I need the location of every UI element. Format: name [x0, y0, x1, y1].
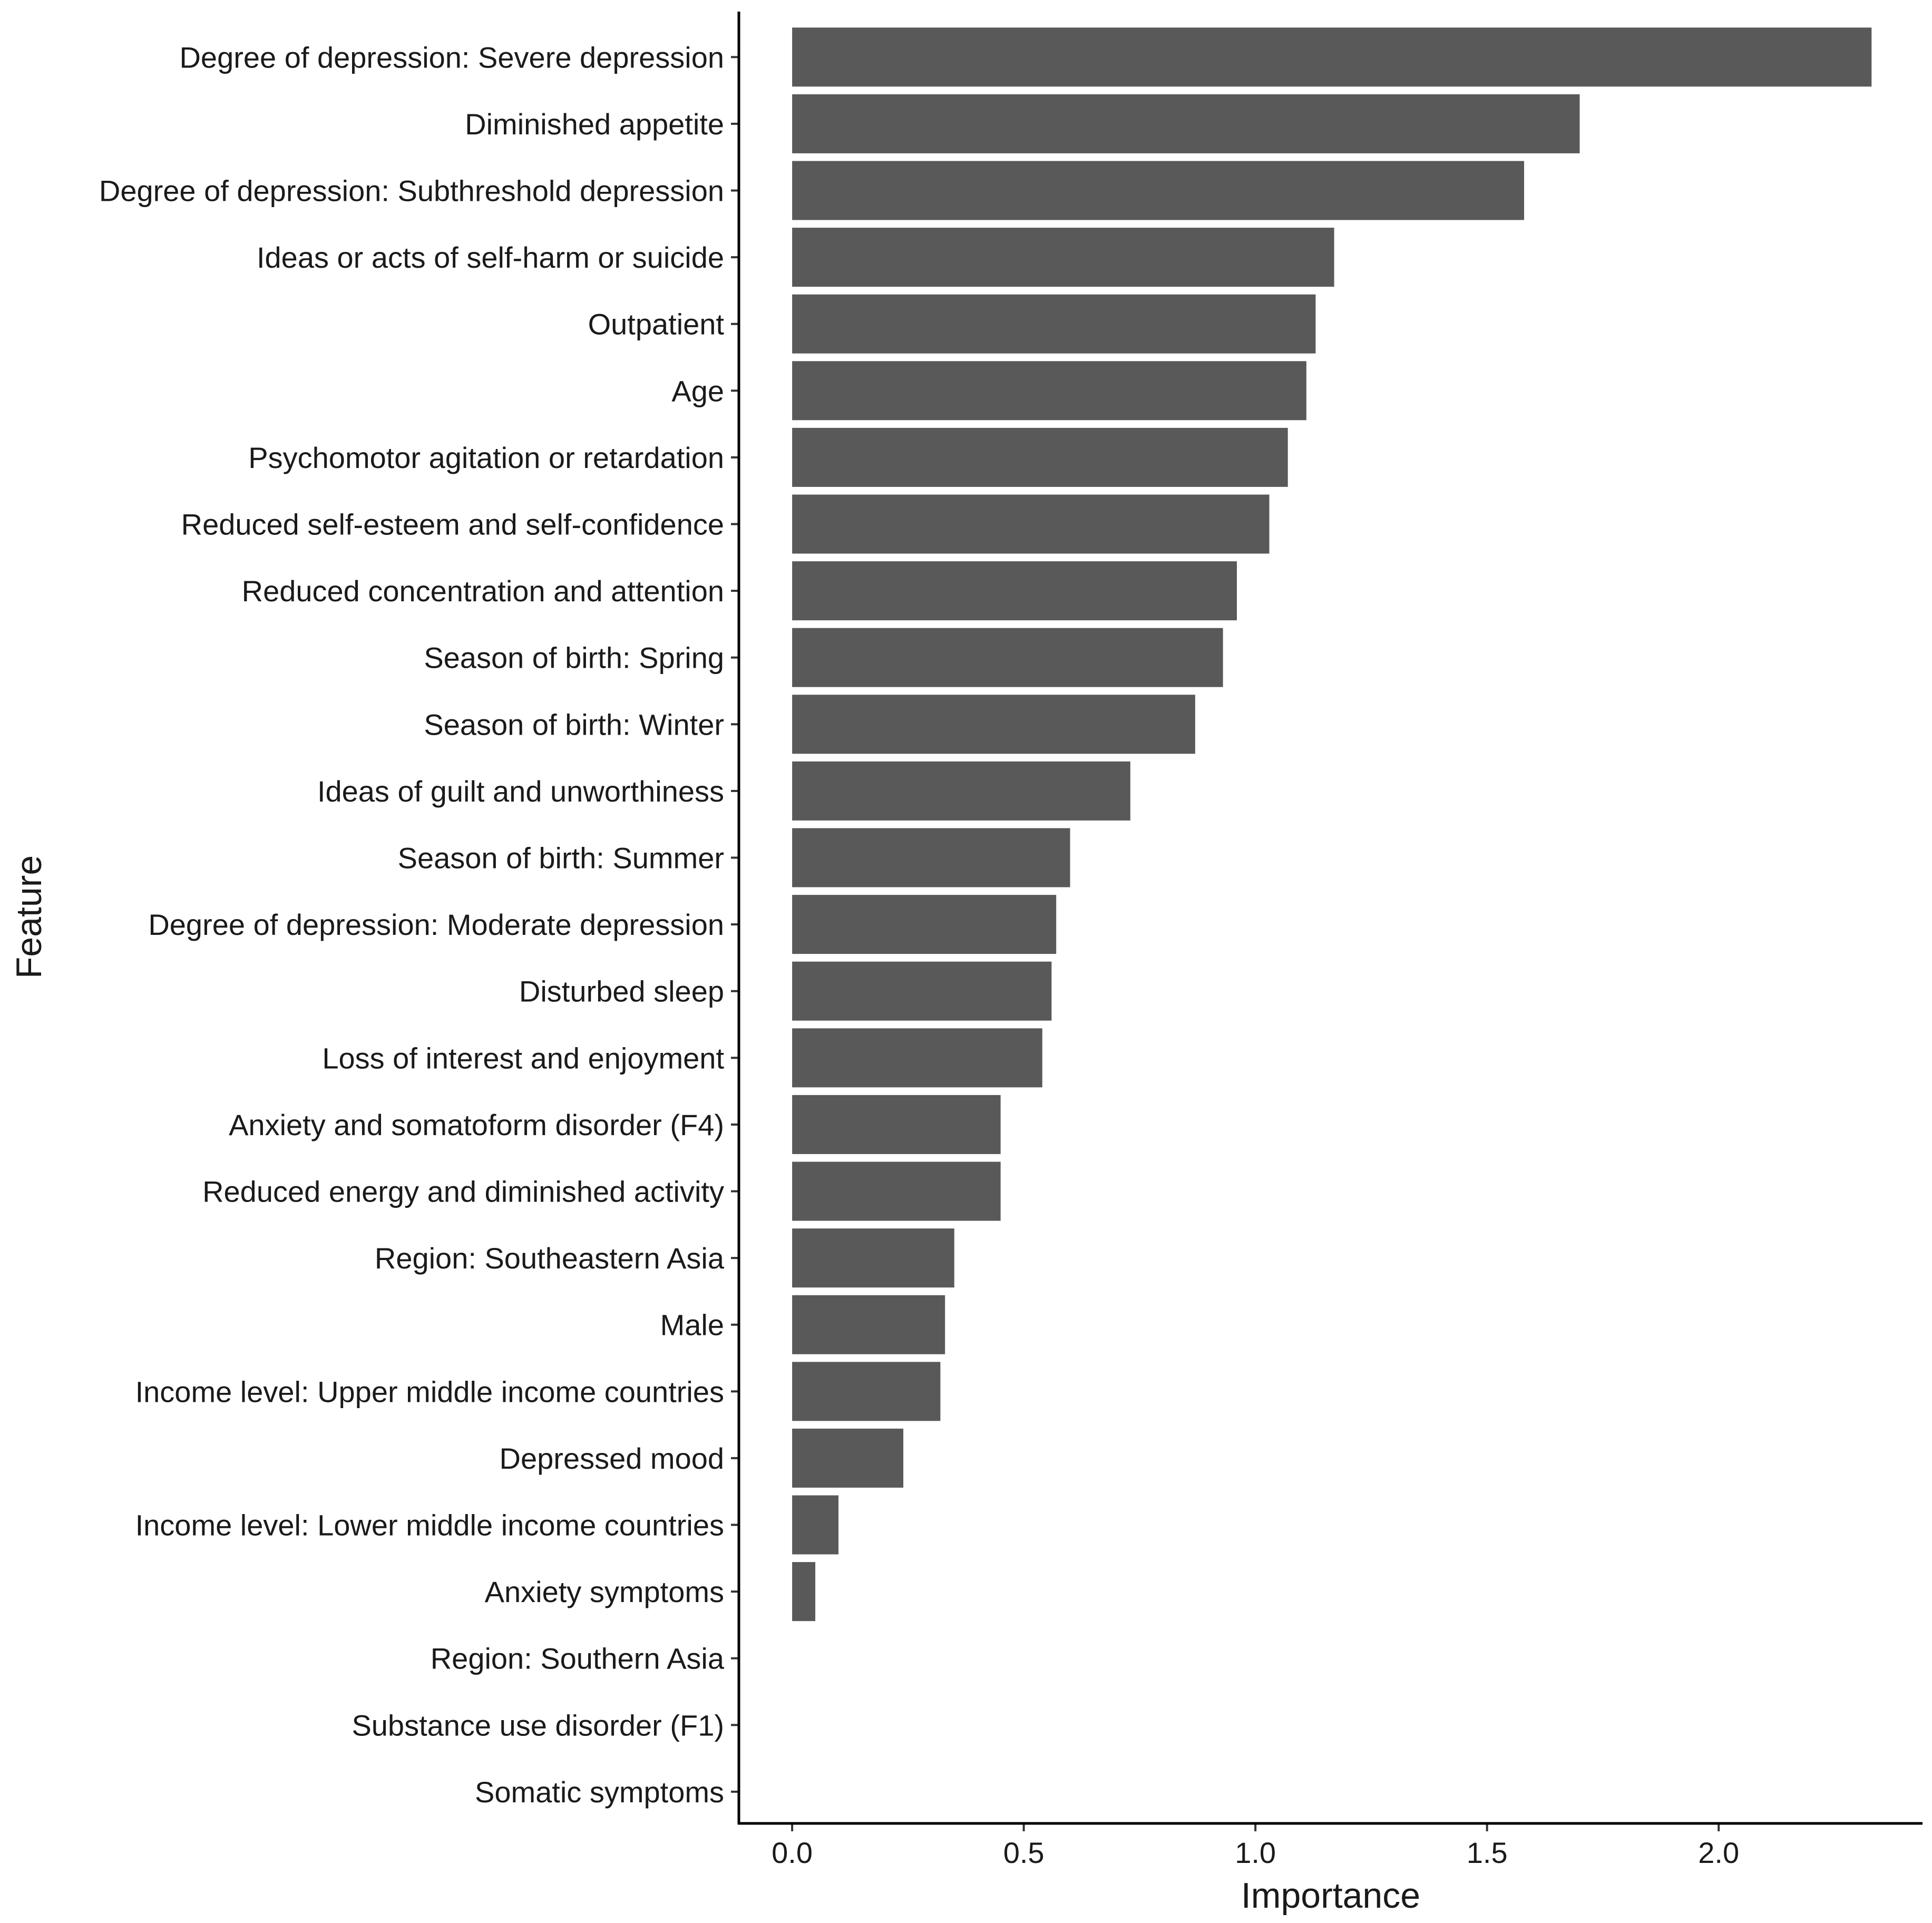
- bar-degree-of-depression-subthreshold-depression: [792, 161, 1525, 220]
- y-tick-label: Season of birth: Spring: [424, 641, 724, 675]
- y-tick-label: Reduced energy and diminished activity: [202, 1175, 724, 1208]
- bar-ideas-of-guilt-and-unworthiness: [792, 761, 1130, 821]
- bar-income-level-upper-middle-income-countries: [792, 1362, 941, 1421]
- bar-ideas-or-acts-of-self-harm-or-suicide: [792, 228, 1334, 287]
- x-tick-label: 1.5: [1467, 1836, 1508, 1869]
- y-tick-label: Anxiety and somatoform disorder (F4): [229, 1108, 724, 1141]
- y-tick-label: Age: [671, 374, 724, 407]
- bar-season-of-birth-summer: [792, 828, 1070, 887]
- y-tick-label: Reduced self-esteem and self-confidence: [181, 508, 724, 541]
- x-tick-label: 0.0: [772, 1836, 813, 1869]
- y-tick-label: Degree of depression: Subthreshold depre…: [99, 174, 724, 208]
- y-tick-label: Degree of depression: Moderate depressio…: [148, 908, 724, 941]
- y-tick-label: Somatic symptoms: [475, 1775, 724, 1809]
- bar-loss-of-interest-and-enjoyment: [792, 1028, 1042, 1088]
- y-tick-label: Region: Southern Asia: [431, 1642, 725, 1675]
- bar-degree-of-depression-moderate-depression: [792, 895, 1057, 954]
- x-tick-label: 0.5: [1003, 1836, 1045, 1869]
- bar-income-level-lower-middle-income-countries: [792, 1495, 838, 1555]
- y-tick-label: Outpatient: [588, 308, 725, 341]
- y-tick-label: Male: [660, 1309, 724, 1342]
- bar-anxiety-and-somatoform-disorder-f4: [792, 1095, 1001, 1154]
- y-tick-label: Reduced concentration and attention: [242, 574, 724, 608]
- bar-psychomotor-agitation-or-retardation: [792, 427, 1288, 487]
- bars-layer: [792, 27, 1872, 1622]
- y-tick-label: Season of birth: Summer: [398, 842, 724, 875]
- x-tick-label: 2.0: [1698, 1836, 1739, 1869]
- bar-anxiety-symptoms: [792, 1562, 816, 1622]
- bar-reduced-energy-and-diminished-activity: [792, 1161, 1001, 1221]
- y-tick-label: Income level: Lower middle income countr…: [135, 1509, 724, 1542]
- bar-age: [792, 361, 1306, 421]
- y-tick-label: Anxiety symptoms: [485, 1575, 724, 1608]
- x-tick-label: 1.0: [1235, 1836, 1276, 1869]
- y-axis-tick-labels: Degree of depression: Severe depression D…: [99, 41, 725, 1809]
- y-tick-label: Substance use disorder (F1): [352, 1709, 724, 1742]
- y-tick-label: Ideas or acts of self-harm or suicide: [257, 241, 724, 274]
- bar-male: [792, 1295, 945, 1354]
- y-tick-label: Ideas of guilt and unworthiness: [317, 775, 724, 808]
- bar-season-of-birth-spring: [792, 628, 1223, 687]
- y-tick-label: Depressed mood: [500, 1442, 724, 1475]
- y-tick-label: Season of birth: Winter: [424, 708, 724, 741]
- y-tick-label: Degree of depression: Severe depression: [179, 41, 724, 74]
- y-tick-label: Disturbed sleep: [519, 975, 724, 1008]
- bar-degree-of-depression-severe-depression: [792, 27, 1872, 87]
- bar-region-southeastern-asia: [792, 1228, 954, 1288]
- x-axis-title: Importance: [1241, 1876, 1420, 1916]
- bar-diminished-appetite: [792, 94, 1580, 153]
- bar-season-of-birth-winter: [792, 695, 1195, 754]
- y-tick-label: Income level: Upper middle income countr…: [135, 1375, 724, 1408]
- y-axis-title: Feature: [9, 855, 49, 979]
- bar-reduced-concentration-and-attention: [792, 561, 1237, 621]
- y-tick-label: Region: Southeastern Asia: [375, 1242, 725, 1275]
- bar-outpatient: [792, 294, 1316, 354]
- y-tick-label: Loss of interest and enjoyment: [322, 1041, 724, 1075]
- bar-depressed-mood: [792, 1428, 904, 1488]
- bar-reduced-self-esteem-and-self-confidence: [792, 494, 1270, 554]
- bar-disturbed-sleep: [792, 961, 1052, 1021]
- x-axis-tick-labels: 0.0 0.5 1.0 1.5 2.0: [772, 1836, 1739, 1869]
- y-tick-label: Psychomotor agitation or retardation: [248, 441, 724, 474]
- y-tick-label: Diminished appetite: [465, 108, 724, 141]
